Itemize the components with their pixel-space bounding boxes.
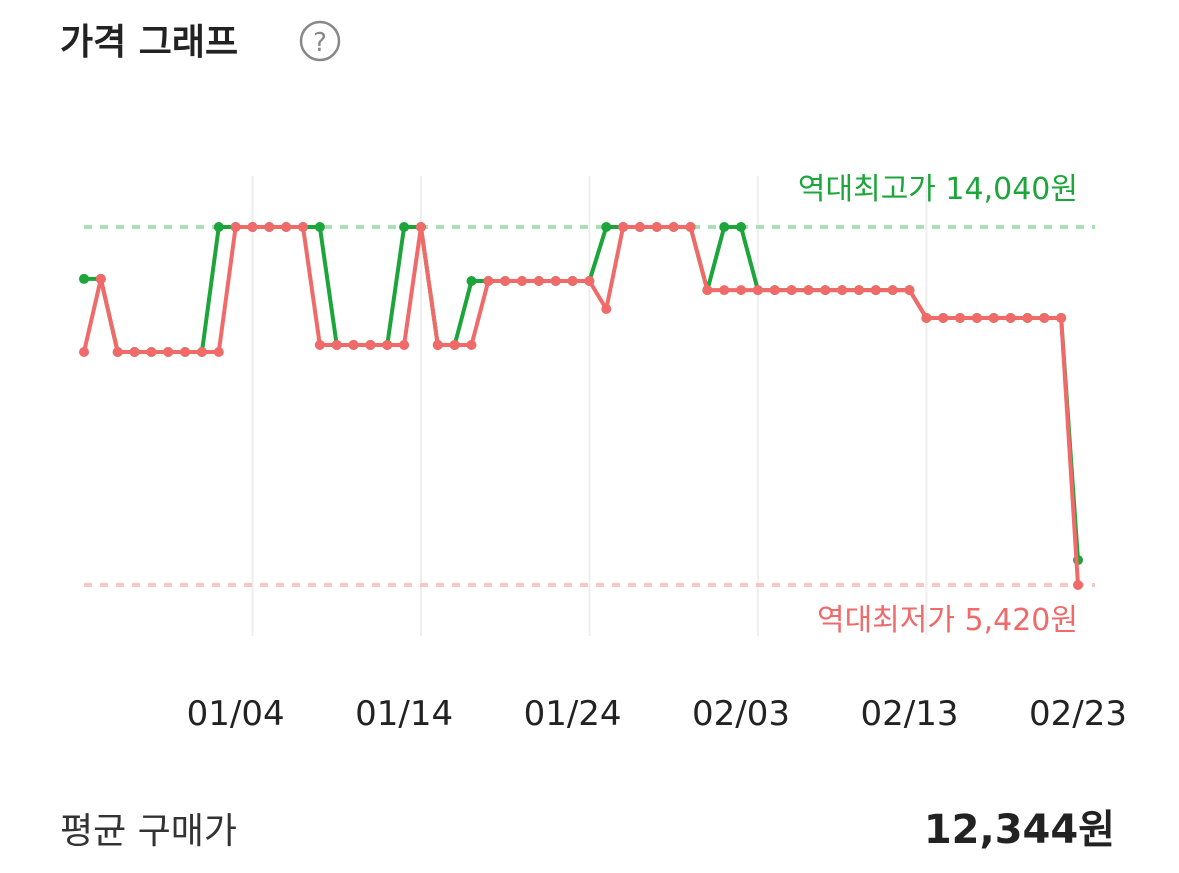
price-point <box>163 347 174 358</box>
help-icon-text[interactable]: ? <box>313 28 327 58</box>
price-point <box>196 347 207 358</box>
price-point <box>180 347 191 358</box>
price-point <box>1073 580 1083 590</box>
price-point <box>331 339 342 350</box>
price-point <box>95 273 106 284</box>
summary-label: 평균 구매가 <box>60 811 237 852</box>
price-point <box>719 285 730 296</box>
price-point <box>938 312 949 323</box>
price-point <box>769 285 780 296</box>
price-point <box>483 275 494 286</box>
price-point <box>79 273 89 284</box>
price-point <box>921 312 932 323</box>
x-tick-label: 01/04 <box>187 694 285 734</box>
price-point <box>382 339 393 350</box>
price-point <box>432 339 443 350</box>
price-point <box>719 222 730 232</box>
price-point <box>348 339 359 350</box>
price-point <box>247 222 258 232</box>
price-point <box>365 339 376 350</box>
price-point <box>584 275 595 286</box>
price-point <box>634 222 645 232</box>
price-point <box>415 222 426 232</box>
price-point <box>853 285 864 296</box>
x-tick-label: 02/03 <box>692 694 790 734</box>
title: 가격 그래프 <box>60 22 238 63</box>
price-point <box>685 222 696 232</box>
price-point <box>988 312 999 323</box>
price-point <box>1056 312 1067 323</box>
price-point <box>1039 312 1050 323</box>
price-point <box>786 285 797 296</box>
price-point <box>213 347 224 358</box>
price-line <box>84 225 1080 561</box>
price-point <box>870 285 881 296</box>
price-point <box>399 222 410 232</box>
price-point <box>668 222 679 232</box>
price-point <box>314 222 325 232</box>
price-point <box>904 285 915 296</box>
price-line <box>82 225 1080 586</box>
price-point <box>567 275 578 286</box>
x-tick-label: 01/14 <box>355 694 453 734</box>
price-point <box>79 347 89 358</box>
price-point <box>466 339 477 350</box>
price-point <box>281 222 292 232</box>
price-point <box>618 222 629 232</box>
price-point <box>213 222 224 232</box>
price-point <box>449 339 460 350</box>
reference-label: 역대최고가 14,040원 <box>798 172 1078 207</box>
price-point <box>752 285 763 296</box>
price-point <box>550 275 561 286</box>
price-point <box>955 312 966 323</box>
reference-label: 역대최저가 5,420원 <box>817 603 1078 638</box>
price-point <box>112 347 123 358</box>
price-point <box>298 222 309 232</box>
x-tick-label: 02/13 <box>861 694 959 734</box>
price-point <box>264 222 275 232</box>
price-point <box>314 339 325 350</box>
price-point <box>601 304 612 315</box>
price-point <box>1022 312 1033 323</box>
price-point <box>129 347 140 358</box>
price-point <box>736 222 747 232</box>
price-point <box>803 285 814 296</box>
price-point <box>837 285 848 296</box>
summary-value: 12,344원 <box>924 807 1115 853</box>
price-point <box>533 275 544 286</box>
price-point <box>736 285 747 296</box>
price-point <box>466 275 477 286</box>
price-point <box>517 275 528 286</box>
price-point <box>820 285 831 296</box>
price-point <box>651 222 662 232</box>
price-point <box>971 312 982 323</box>
price-point <box>230 222 241 232</box>
price-point <box>601 222 612 232</box>
price-point <box>1005 312 1016 323</box>
price-point <box>146 347 157 358</box>
price-point <box>500 275 511 286</box>
price-point <box>399 339 410 350</box>
price-point <box>887 285 898 296</box>
x-tick-label: 02/23 <box>1029 694 1127 734</box>
x-tick-label: 01/24 <box>524 694 622 734</box>
price-point <box>702 285 713 296</box>
help-icon[interactable] <box>299 20 341 62</box>
